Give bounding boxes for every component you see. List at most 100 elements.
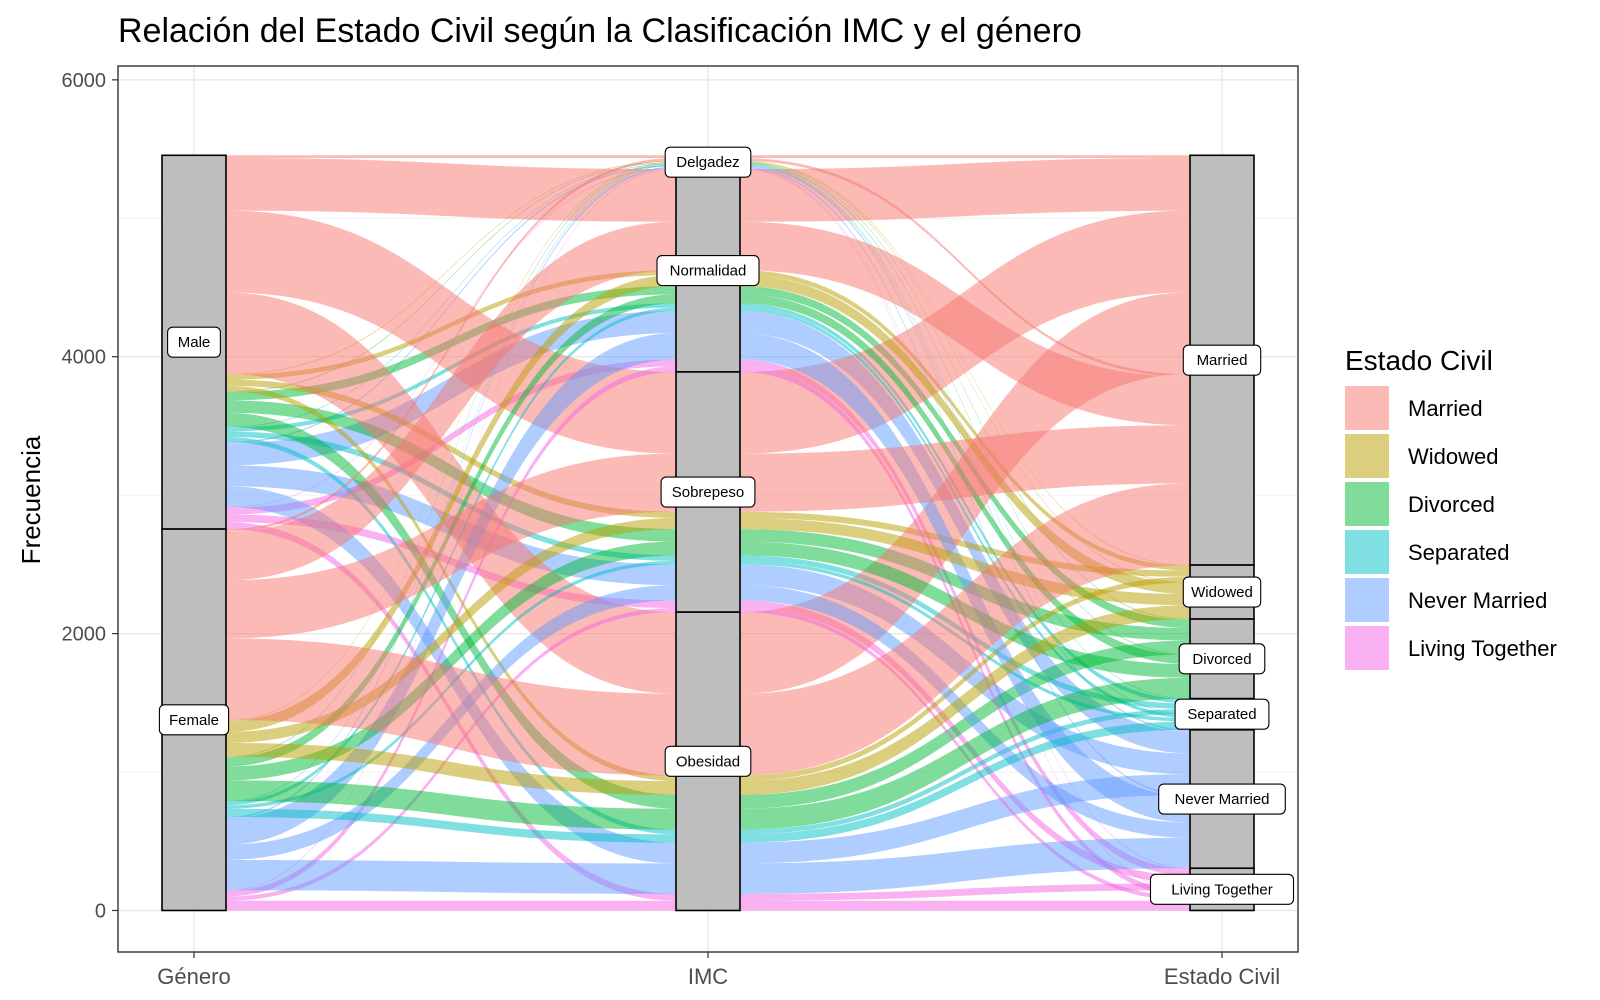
- flow-male-sobrepeso-widowed: [740, 511, 1190, 577]
- stratum-label-text: Sobrepeso: [672, 484, 745, 501]
- flow-female-obesidad-married: [226, 638, 676, 776]
- flow-male-obesidad-divorced: [226, 412, 676, 809]
- flow-female-obesidad-separated: [226, 808, 676, 843]
- flow-male-obesidad-divorced: [740, 640, 1190, 809]
- alluvial-flows: [226, 155, 1190, 911]
- legend-label: Living Together: [1408, 636, 1557, 661]
- flow-male-obesidad-married: [226, 292, 676, 694]
- stratum-label-sobrepeso: Sobrepeso: [660, 476, 756, 508]
- flow-female-obesidad-living-together: [740, 900, 1190, 911]
- flow-female-obesidad-never-married: [740, 837, 1190, 894]
- flow-female-delgadez-married: [740, 158, 1190, 377]
- flow-female-sobrepeso-never-married: [740, 585, 1190, 838]
- flow-female-normalidad-married: [740, 221, 1190, 426]
- legend-label: Separated: [1408, 540, 1510, 565]
- flow-female-delgadez-married: [226, 158, 676, 532]
- flow-female-obesidad-widowed: [740, 605, 1190, 795]
- flow-female-delgadez-never-married: [226, 166, 676, 819]
- flow-male-delgadez-married: [740, 155, 1190, 159]
- stratum-label-box: [1182, 344, 1262, 376]
- stratum-label-male: Male: [167, 326, 221, 358]
- stratum-label-text: Normalidad: [670, 263, 747, 280]
- flow-female-sobrepeso-widowed: [740, 517, 1190, 606]
- flow-male-obesidad-living-together: [740, 883, 1190, 901]
- x-axis: Género IMC Estado Civil: [157, 952, 1280, 989]
- flow-female-normalidad-widowed: [740, 275, 1190, 595]
- legend-item-divorced: Divorced: [1345, 482, 1495, 526]
- stratum-label-living-together: Living Together: [1149, 873, 1295, 905]
- flow-female-normalidad-widowed: [226, 275, 676, 732]
- stratum-label-box: [1182, 576, 1262, 608]
- stratum-label-box: [664, 146, 752, 178]
- legend-swatch: [1345, 386, 1389, 430]
- stratum-label-text: Separated: [1187, 706, 1256, 723]
- stratum-label-box: [1158, 783, 1286, 815]
- stratum-label-widowed: Widowed: [1182, 576, 1262, 608]
- flow-female-delgadez-widowed: [226, 161, 676, 721]
- stratum-label-normalidad: Normalidad: [656, 254, 760, 287]
- x-tick-label-imc: IMC: [688, 964, 728, 989]
- stratum-label-box: [1174, 698, 1270, 730]
- legend: Estado Civil Married Widowed Divorced Separ…: [1345, 345, 1557, 670]
- flow-female-normalidad-never-married: [226, 333, 676, 845]
- flow-female-delgadez-divorced: [740, 162, 1190, 656]
- stratum-label-separated: Separated: [1174, 698, 1270, 730]
- flow-female-sobrepeso-widowed: [226, 517, 676, 743]
- stratum-label-text: Obesidad: [676, 753, 740, 770]
- x-tick-label-g-nero: Género: [157, 964, 230, 989]
- flow-female-normalidad-separated: [740, 307, 1190, 719]
- flow-female-obesidad-living-together: [226, 900, 676, 911]
- legend-label: Never Married: [1408, 588, 1547, 613]
- stratum-label-delgadez: Delgadez: [664, 146, 752, 178]
- flow-female-normalidad-never-married: [740, 333, 1190, 823]
- stratum-label-text: Married: [1197, 352, 1248, 369]
- flow-male-delgadez-divorced: [226, 162, 676, 393]
- legend-item-separated: Separated: [1345, 530, 1510, 574]
- flow-female-obesidad-divorced: [226, 780, 676, 830]
- legend-label: Widowed: [1408, 444, 1498, 469]
- x-tick-label-estado-civil: Estado Civil: [1164, 964, 1280, 989]
- flow-male-obesidad-separated: [740, 709, 1190, 835]
- y-tick-label: 6000: [62, 70, 107, 92]
- flow-male-sobrepeso-living-together: [740, 600, 1190, 884]
- flow-male-normalidad-widowed: [740, 270, 1190, 571]
- legend-title: Estado Civil: [1345, 345, 1493, 376]
- stratum-labels: Male Female Delgadez Normalidad Sobrepeso Obe…: [158, 146, 1295, 905]
- stratum-label-box: [1178, 643, 1266, 675]
- flow-female-normalidad-married: [226, 221, 676, 581]
- stratum-label-box: [158, 704, 230, 736]
- legend-swatch: [1345, 578, 1389, 622]
- stratum-label-box: [660, 476, 756, 508]
- flow-male-normalidad-married: [226, 158, 676, 222]
- legend-swatch: [1345, 482, 1389, 526]
- y-axis-label: Frecuencia: [16, 435, 46, 564]
- legend-item-widowed: Widowed: [1345, 434, 1498, 478]
- stratum-label-text: Living Together: [1171, 881, 1272, 898]
- stratum-label-box: [664, 745, 752, 777]
- flow-female-delgadez-widowed: [740, 161, 1190, 584]
- stratum-label-text: Divorced: [1192, 651, 1251, 668]
- chart-title: Relación del Estado Civil según la Clasi…: [118, 12, 1082, 50]
- legend-item-never-married: Never Married: [1345, 578, 1547, 622]
- legend-label: Divorced: [1408, 492, 1495, 517]
- flow-female-delgadez-divorced: [226, 162, 676, 758]
- flow-female-obesidad-married: [740, 483, 1190, 776]
- flow-male-normalidad-living-together: [226, 359, 676, 515]
- flow-female-obesidad-widowed: [226, 742, 676, 795]
- stratum-label-female: Female: [158, 704, 230, 736]
- y-axis: 0 2000 4000 6000: [62, 70, 118, 922]
- stratum-label-divorced: Divorced: [1178, 643, 1266, 675]
- y-tick-label: 0: [95, 900, 106, 922]
- stratum-label-text: Widowed: [1191, 584, 1253, 601]
- flow-female-sobrepeso-married: [740, 425, 1190, 512]
- flow-female-obesidad-divorced: [740, 677, 1190, 830]
- stratum-label-text: Male: [178, 334, 211, 351]
- plot-panel: Male Female Delgadez Normalidad Sobrepeso Obe…: [117, 65, 1299, 953]
- legend-swatch: [1345, 626, 1389, 670]
- y-tick-label: 4000: [62, 347, 107, 369]
- flow-male-normalidad-married: [740, 158, 1190, 222]
- y-tick-label: 2000: [62, 624, 107, 646]
- stratum-label-box: [167, 326, 221, 358]
- stratum-label-text: Female: [169, 712, 219, 729]
